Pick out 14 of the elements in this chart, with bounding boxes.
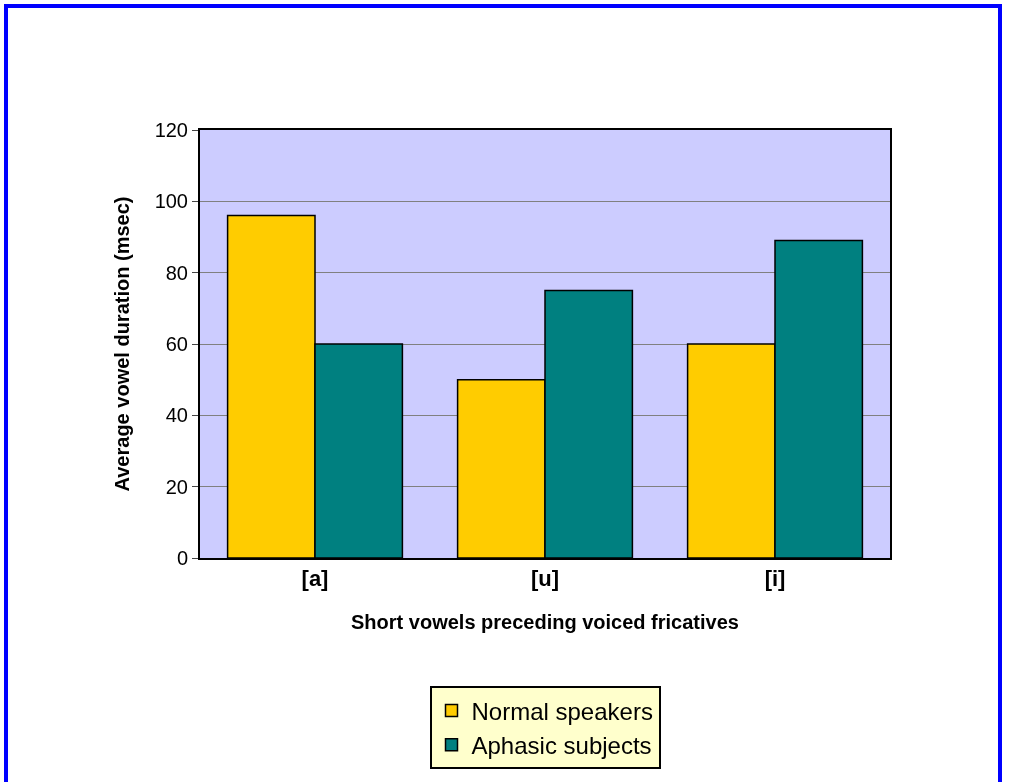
y-tick-label: 100 bbox=[154, 190, 188, 213]
x-tick-label: [i] bbox=[764, 566, 786, 592]
x-tick-label: [u] bbox=[530, 566, 560, 592]
y-tick-label: 0 bbox=[176, 547, 188, 569]
y-axis-title: Average vowel duration (msec) bbox=[110, 196, 133, 492]
x-axis-title: Short vowels preceding voiced fricatives bbox=[351, 611, 739, 634]
legend-label: Aphasic subjects bbox=[471, 732, 652, 760]
y-tick-label: 80 bbox=[165, 261, 188, 284]
x-tick-label: [a] bbox=[301, 566, 329, 592]
legend-label: Normal speakers bbox=[471, 697, 653, 725]
y-tick-label: 20 bbox=[165, 475, 188, 498]
y-tick-label: 40 bbox=[165, 404, 188, 427]
y-tick-label: 60 bbox=[165, 333, 188, 355]
y-tick-label: 120 bbox=[154, 119, 188, 141]
